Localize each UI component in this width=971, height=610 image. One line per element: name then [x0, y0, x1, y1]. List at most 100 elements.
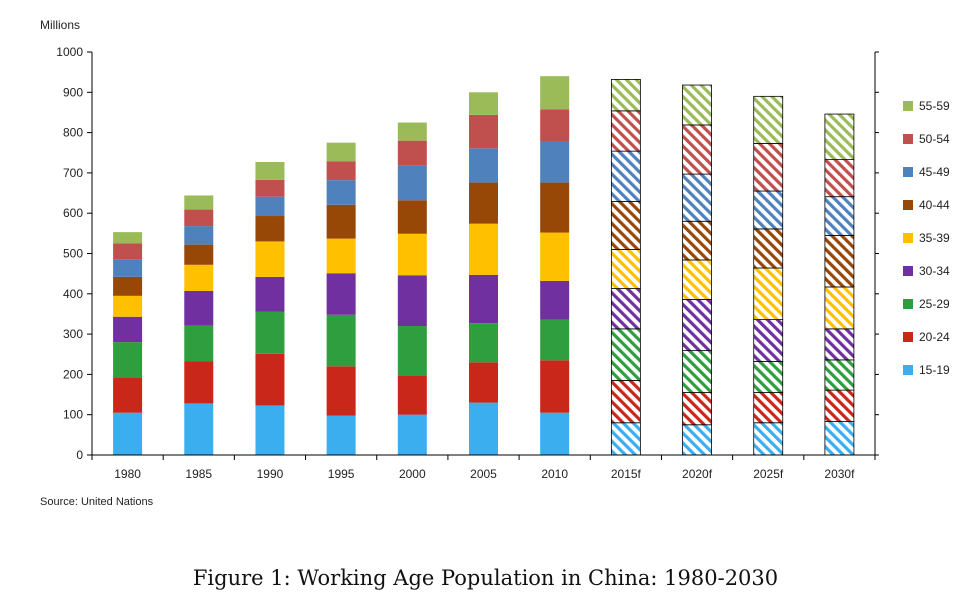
bar-segment-35-39 [326, 238, 356, 274]
legend-item-35-39: 35-39 [903, 231, 950, 245]
bar-segment-45-49 [469, 148, 498, 183]
bar-segment-50-54 [682, 124, 712, 175]
bar-segment-45-49 [824, 196, 855, 236]
legend-label: 20-24 [919, 330, 950, 344]
bar-segment-35-39 [113, 295, 143, 317]
legend-swatch [903, 134, 913, 144]
bar-segment-50-54 [753, 143, 784, 192]
legend-swatch [903, 200, 913, 210]
axes [91, 52, 876, 460]
x-tick-label: 2010 [541, 467, 568, 481]
bar-segment-30-34 [610, 288, 641, 330]
legend-item-25-29: 25-29 [903, 297, 950, 311]
legend-item-20-24: 20-24 [903, 330, 950, 344]
bar-segment-40-44 [540, 182, 570, 233]
bar-segment-25-29 [753, 361, 784, 393]
bar-segment-15-19 [610, 422, 641, 456]
bar-stack-2015f [610, 79, 641, 456]
bar-segment-40-44 [682, 220, 712, 261]
legend-swatch [903, 299, 913, 309]
y-tick-label: 100 [63, 408, 83, 422]
bar-segment-30-34 [326, 273, 356, 315]
x-tick-label: 2020f [682, 467, 713, 481]
x-tick-label: 2015f [611, 467, 642, 481]
bar-segment-35-39 [255, 241, 285, 277]
bar-segment-40-44 [326, 204, 356, 239]
bar-segment-40-44 [255, 216, 285, 242]
bar-segment-55-59 [326, 142, 356, 162]
bar-segment-25-29 [824, 359, 855, 391]
bar-segment-45-49 [682, 173, 712, 222]
bar-segment-35-39 [469, 223, 498, 275]
legend-item-45-49: 45-49 [903, 165, 950, 179]
bar-segment-55-59 [753, 95, 784, 144]
y-tick-label: 600 [63, 206, 83, 220]
x-tick-label: 2005 [470, 467, 497, 481]
bar-segment-50-54 [469, 114, 498, 149]
bar-segment-45-49 [184, 226, 214, 245]
x-tick-label: 2000 [399, 467, 426, 481]
bar-segment-50-54 [184, 209, 214, 227]
bar-stack-2030f [824, 113, 855, 456]
legend-swatch [903, 266, 913, 276]
legend-item-50-54: 50-54 [903, 132, 950, 146]
bar-segment-40-44 [824, 234, 855, 288]
bar-segment-25-29 [113, 342, 143, 378]
bar-segment-50-54 [397, 140, 427, 166]
bar-stack-2010 [540, 76, 570, 455]
y-tick-label: 400 [63, 287, 83, 301]
x-axis-tick-labels: 1980 1985 1990 1995 2000 2005 2010 2015f 2020f 20… [114, 467, 855, 481]
bar-stack-1990 [255, 162, 285, 455]
bar-segment-15-19 [255, 405, 285, 455]
bar-segment-20-24 [113, 377, 143, 413]
bar-segment-35-39 [824, 286, 855, 330]
bar-segment-50-54 [540, 109, 570, 142]
bar-stack-2020f [682, 84, 712, 456]
y-tick-label: 0 [76, 448, 83, 462]
bar-segment-55-59 [540, 76, 570, 110]
bar-segment-20-24 [540, 360, 570, 413]
bar-segment-25-29 [184, 325, 214, 362]
bar-stack-2025f [753, 95, 784, 456]
bars [113, 76, 855, 456]
bar-segment-55-59 [469, 92, 498, 115]
bar-segment-50-54 [326, 161, 356, 181]
bar-segment-15-19 [824, 421, 855, 456]
bar-segment-55-59 [610, 79, 641, 112]
bar-segment-45-49 [326, 180, 356, 205]
y-axis-label: Millions [40, 18, 80, 32]
bar-segment-35-39 [397, 233, 427, 276]
legend-swatch [903, 167, 913, 177]
x-tick-label: 2025f [753, 467, 784, 481]
x-tick-label: 1985 [185, 467, 212, 481]
legend-item-55-59: 55-59 [903, 99, 950, 113]
bar-stack-2005 [469, 92, 498, 455]
legend-label: 45-49 [919, 165, 950, 179]
bar-segment-40-44 [397, 200, 427, 234]
legend-swatch [903, 332, 913, 342]
bar-segment-30-34 [824, 328, 855, 361]
bar-segment-40-44 [753, 228, 784, 269]
bar-segment-20-24 [184, 361, 214, 404]
bar-segment-15-19 [326, 415, 356, 455]
x-tick-label: 1980 [114, 467, 141, 481]
stacked-bar-chart: Millions 0 100 200 300 400 500 600 700 800 900 100… [40, 18, 950, 508]
legend-label: 55-59 [919, 99, 950, 113]
bar-segment-50-54 [113, 243, 143, 260]
legend-label: 30-34 [919, 264, 950, 278]
bar-segment-35-39 [540, 232, 570, 281]
bar-segment-55-59 [824, 113, 855, 161]
legend-label: 35-39 [919, 231, 950, 245]
y-tick-label: 300 [63, 327, 83, 341]
bar-segment-20-24 [255, 353, 285, 406]
bar-segment-25-29 [610, 328, 641, 381]
bar-stack-1995 [326, 142, 356, 455]
source-note: Source: United Nations [40, 496, 154, 508]
bar-segment-55-59 [113, 232, 143, 244]
bar-segment-55-59 [682, 84, 712, 126]
bar-segment-50-54 [824, 159, 855, 198]
bar-segment-35-39 [753, 267, 784, 320]
legend-swatch [903, 365, 913, 375]
legend-swatch [903, 101, 913, 111]
bar-segment-45-49 [397, 165, 427, 201]
